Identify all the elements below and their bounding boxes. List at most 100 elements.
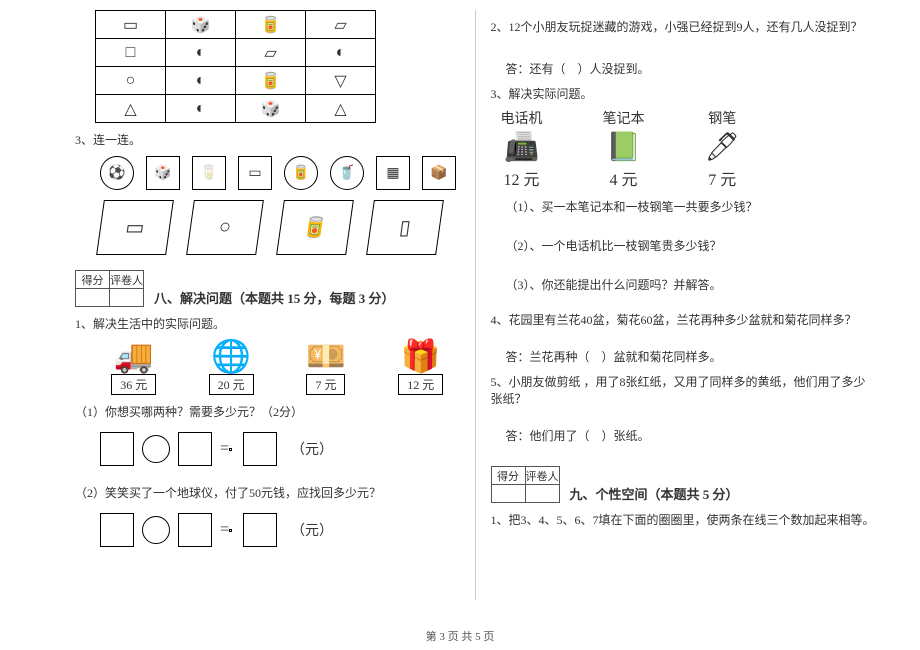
cell: ▱: [306, 11, 376, 39]
blank-square[interactable]: [100, 432, 134, 466]
cell: △: [96, 95, 166, 123]
q3-2: （2）、一个电话机比一枝钢笔贵多少钱？: [506, 237, 876, 254]
score-label: 得分: [491, 467, 525, 485]
shop-item: 笔记本 📗 4 元: [603, 108, 645, 190]
blank-square[interactable]: [243, 432, 277, 466]
score-section: 得分 评卷人 九、个性空间（本题共 5 分）: [491, 466, 876, 503]
product-price: 20 元: [209, 374, 254, 395]
equation-row: = （元）: [100, 513, 460, 547]
section8-title: 八、解决问题（本题共 15 分，每题 3 分）: [154, 288, 395, 307]
shop-name: 电话机: [501, 108, 543, 128]
q3-label: 3、连一连。: [75, 131, 460, 148]
equals-sign: =: [220, 521, 235, 539]
reviewer-label: 评卷人: [110, 271, 144, 289]
cell: ▱: [236, 39, 306, 67]
page: ▭ 🎲 🥫 ▱ □ ◐ ▱ ◐ ○ ◐ 🥫 ▽ △ ◐ 🎲 △: [0, 0, 920, 625]
blank-circle[interactable]: [142, 435, 170, 463]
big-box: ▯: [366, 200, 444, 255]
q3-3: （3）、你还能提出什么问题吗？并解答。: [506, 276, 876, 293]
table-row: □ ◐ ▱ ◐: [96, 39, 376, 67]
product-price: 7 元: [306, 374, 345, 395]
product-row: 🚚 36 元 🌐 20 元 💴 7 元 🎁 12 元: [95, 340, 460, 395]
unit-label: （元）: [291, 439, 333, 459]
table-row: ▭ 🎲 🥫 ▱: [96, 11, 376, 39]
item-icon: ▭: [238, 156, 272, 190]
table-row: △ ◐ 🎲 △: [96, 95, 376, 123]
big-boxes-row: ▭ ○ 🥫 ▯: [100, 200, 460, 255]
product-item: 🚚 36 元: [95, 340, 172, 395]
cell: ◐: [166, 95, 236, 123]
product-icon: 🎁: [401, 340, 441, 372]
product-price: 12 元: [398, 374, 443, 395]
shop-row: 电话机 📠 12 元 笔记本 📗 4 元 钢笔 🖊 7 元: [501, 108, 876, 190]
blank-square[interactable]: [243, 513, 277, 547]
cell: ◐: [166, 67, 236, 95]
item-icon: ⚽: [100, 156, 134, 190]
left-column: ▭ 🎲 🥫 ▱ □ ◐ ▱ ◐ ○ ◐ 🥫 ▽ △ ◐ 🎲 △: [60, 10, 476, 600]
q9-1: 1、把3、4、5、6、7填在下面的圈圈里，使两条在线三个数加起来相等。: [491, 511, 876, 528]
shop-price: 4 元: [603, 166, 645, 190]
cell: ▽: [306, 67, 376, 95]
cell: ◐: [166, 39, 236, 67]
q4: 4、花园里有兰花40盆，菊花60盆，兰花再种多少盆就和菊花同样多？: [491, 311, 876, 328]
blank-square[interactable]: [100, 513, 134, 547]
shop-price: 7 元: [705, 166, 741, 190]
sub-question-2: （2）笑笑买了一个地球仪，付了50元钱，应找回多少元？: [75, 484, 460, 501]
item-icon: ▦: [376, 156, 410, 190]
shop-item: 电话机 📠 12 元: [501, 108, 543, 190]
score-blank: [491, 485, 525, 503]
unit-label: （元）: [291, 520, 333, 540]
shop-icon: 🖊: [705, 130, 741, 164]
product-price: 36 元: [111, 374, 156, 395]
equation-row: = （元）: [100, 432, 460, 466]
reviewer-label: 评卷人: [525, 467, 559, 485]
product-item: 💴 7 元: [290, 340, 362, 395]
item-icon: 🥛: [192, 156, 226, 190]
cell: 🎲: [166, 11, 236, 39]
q5: 5、小朋友做剪纸 ，用了8张红纸，又用了同样多的黄纸，他们用了多少张纸？: [491, 373, 876, 407]
item-icon: 🎲: [146, 156, 180, 190]
blank-circle[interactable]: [142, 516, 170, 544]
cell: ○: [96, 67, 166, 95]
shop-name: 钢笔: [705, 108, 741, 128]
score-blank: [76, 289, 110, 307]
q4-answer: 答：兰花再种（ ）盆就和菊花同样多。: [506, 348, 876, 365]
cell: 🥫: [236, 67, 306, 95]
score-section: 得分 评卷人 八、解决问题（本题共 15 分，每题 3 分）: [75, 270, 460, 307]
product-item: 🎁 12 元: [382, 340, 459, 395]
icon-row: ⚽ 🎲 🥛 ▭ 🥫 🥤 ▦ 📦: [100, 156, 460, 190]
item-icon: 📦: [422, 156, 456, 190]
blank-square[interactable]: [178, 432, 212, 466]
score-label: 得分: [76, 271, 110, 289]
reviewer-blank: [525, 485, 559, 503]
shop-item: 钢笔 🖊 7 元: [705, 108, 741, 190]
big-box: ○: [186, 200, 264, 255]
right-column: 2、12个小朋友玩捉迷藏的游戏，小强已经捉到9人，还有几人没捉到？ 答：还有（ …: [476, 10, 891, 600]
page-footer: 第 3 页 共 5 页: [0, 625, 920, 644]
product-icon: 💴: [306, 340, 346, 372]
q5-answer: 答：他们用了（ ）张纸。: [506, 427, 876, 444]
q2-answer: 答：还有（ ）人没捉到。: [506, 60, 876, 77]
shop-name: 笔记本: [603, 108, 645, 128]
score-table: 得分 评卷人: [75, 270, 144, 307]
reviewer-blank: [110, 289, 144, 307]
q3: 3、解决实际问题。: [491, 85, 876, 102]
item-icon: 🥫: [284, 156, 318, 190]
product-icon: 🚚: [114, 340, 154, 372]
big-box: 🥫: [276, 200, 354, 255]
shop-price: 12 元: [501, 166, 543, 190]
cell: △: [306, 95, 376, 123]
table-row: ○ ◐ 🥫 ▽: [96, 67, 376, 95]
section9-title: 九、个性空间（本题共 5 分）: [570, 484, 739, 503]
equals-sign: =: [220, 440, 235, 458]
product-item: 🌐 20 元: [192, 340, 269, 395]
big-box: ▭: [96, 200, 174, 255]
cell: 🥫: [236, 11, 306, 39]
blank-square[interactable]: [178, 513, 212, 547]
shape-table: ▭ 🎲 🥫 ▱ □ ◐ ▱ ◐ ○ ◐ 🥫 ▽ △ ◐ 🎲 △: [95, 10, 376, 123]
sub-question-1: （1）你想买哪两种？需要多少元？（2分）: [75, 403, 460, 420]
score-table: 得分 评卷人: [491, 466, 560, 503]
q2: 2、12个小朋友玩捉迷藏的游戏，小强已经捉到9人，还有几人没捉到？: [491, 18, 876, 35]
cell: ◐: [306, 39, 376, 67]
item-icon: 🥤: [330, 156, 364, 190]
